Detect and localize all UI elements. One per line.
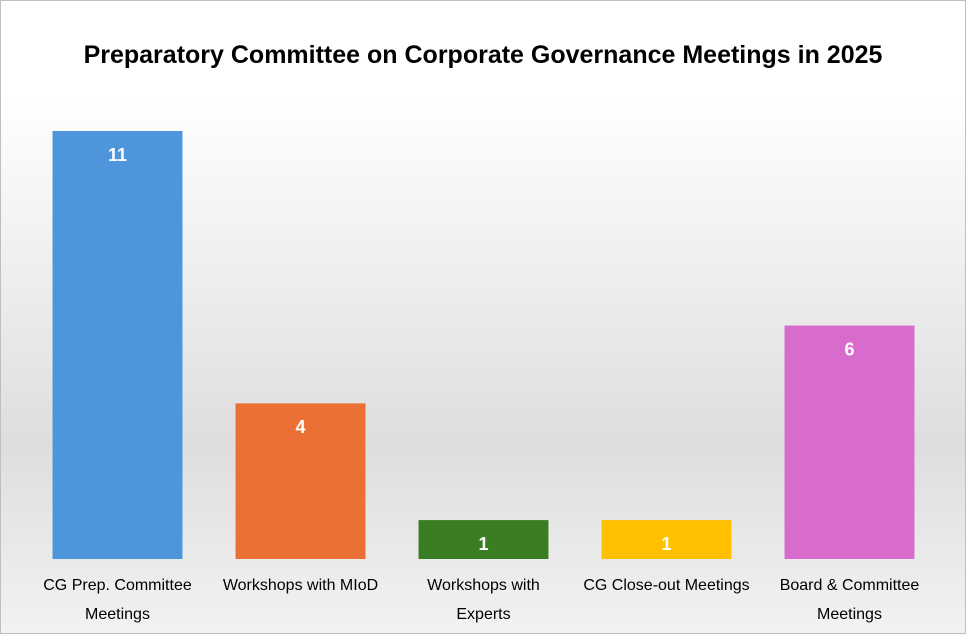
bar	[235, 403, 366, 559]
data-label: 1	[478, 534, 488, 554]
data-label: 4	[295, 417, 305, 437]
x-tick-label: Workshops with MIoD	[222, 577, 379, 594]
data-label: 1	[661, 534, 671, 554]
x-tick-label: Board & Committee Meetings	[779, 577, 920, 623]
x-tick-label: CG Close-out Meetings	[583, 577, 750, 594]
bar	[601, 520, 732, 559]
x-tick-label: Workshops with Experts	[427, 577, 540, 623]
bar	[418, 520, 549, 559]
bar	[784, 325, 915, 559]
data-label: 11	[108, 145, 127, 165]
x-tick-label: CG Prep. Committee Meetings	[43, 577, 192, 623]
data-label: 6	[844, 339, 854, 359]
chart-title: Preparatory Committee on Corporate Gover…	[83, 41, 883, 69]
bar	[52, 131, 183, 559]
